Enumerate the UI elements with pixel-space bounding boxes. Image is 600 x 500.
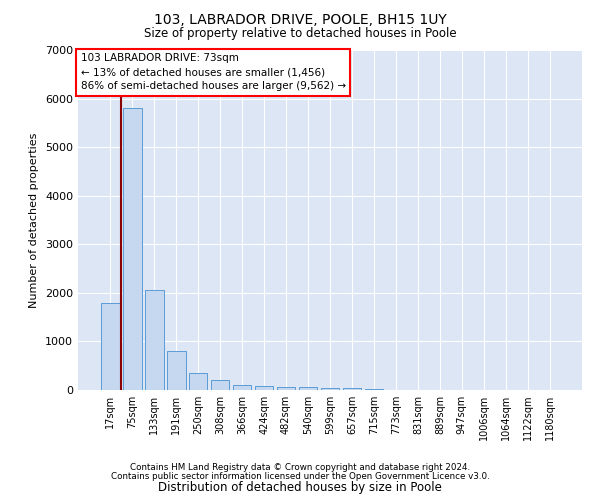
Text: 103, LABRADOR DRIVE, POOLE, BH15 1UY: 103, LABRADOR DRIVE, POOLE, BH15 1UY bbox=[154, 12, 446, 26]
Bar bbox=[320, 388, 340, 390]
Bar bbox=[145, 290, 164, 390]
Bar bbox=[343, 388, 361, 390]
Bar bbox=[233, 384, 251, 390]
Bar bbox=[255, 386, 274, 390]
Bar bbox=[365, 388, 383, 390]
Bar bbox=[277, 386, 295, 390]
Text: Contains public sector information licensed under the Open Government Licence v3: Contains public sector information licen… bbox=[110, 472, 490, 481]
Text: Contains HM Land Registry data © Crown copyright and database right 2024.: Contains HM Land Registry data © Crown c… bbox=[130, 464, 470, 472]
Text: Size of property relative to detached houses in Poole: Size of property relative to detached ho… bbox=[143, 28, 457, 40]
Text: 103 LABRADOR DRIVE: 73sqm
← 13% of detached houses are smaller (1,456)
86% of se: 103 LABRADOR DRIVE: 73sqm ← 13% of detac… bbox=[80, 54, 346, 92]
Y-axis label: Number of detached properties: Number of detached properties bbox=[29, 132, 40, 308]
Bar bbox=[123, 108, 142, 390]
Bar bbox=[101, 302, 119, 390]
Bar bbox=[299, 387, 317, 390]
Bar bbox=[211, 380, 229, 390]
Text: Distribution of detached houses by size in Poole: Distribution of detached houses by size … bbox=[158, 481, 442, 494]
Bar bbox=[167, 351, 185, 390]
Bar bbox=[189, 373, 208, 390]
